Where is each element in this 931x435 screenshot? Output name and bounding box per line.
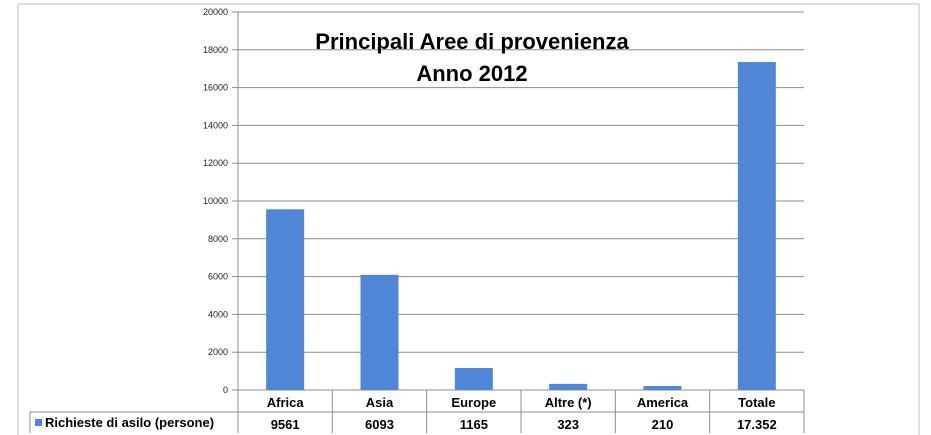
y-tick-label: 10000 xyxy=(203,196,228,206)
category-label: Asia xyxy=(366,395,394,410)
category-label: Totale xyxy=(738,395,775,410)
data-label: 1165 xyxy=(460,417,488,432)
category-label: Africa xyxy=(267,395,305,410)
bar xyxy=(549,383,588,390)
chart-title: Principali Aree di provenienza xyxy=(315,29,629,54)
category-label: Altre (*) xyxy=(545,395,592,410)
y-tick-label: 0 xyxy=(223,385,228,395)
bar xyxy=(454,367,493,390)
bar xyxy=(737,62,776,390)
y-tick-label: 20000 xyxy=(203,7,228,17)
category-label: Europe xyxy=(451,395,496,410)
data-label: 210 xyxy=(652,417,674,432)
y-axis-ticks: 0 2000 4000 6000 8000 10000 12000 14000 16000 180… xyxy=(203,7,228,395)
y-tick-label: 12000 xyxy=(203,158,228,168)
data-label: 6093 xyxy=(365,417,394,432)
y-tick-label: 16000 xyxy=(203,83,228,93)
bar xyxy=(266,209,305,390)
y-tick-label: 6000 xyxy=(208,272,228,282)
data-label: 9561 xyxy=(271,417,300,432)
y-tick-label: 2000 xyxy=(208,347,228,357)
legend-label: Richieste di asilo (persone) xyxy=(45,415,214,430)
legend-swatch xyxy=(35,419,42,426)
bars xyxy=(266,62,776,390)
category-label: America xyxy=(637,395,689,410)
bar xyxy=(360,274,399,390)
chart-subtitle: Anno 2012 xyxy=(416,61,527,86)
data-label: 323 xyxy=(557,417,579,432)
gridlines xyxy=(232,11,804,433)
data-label: 17.352 xyxy=(737,417,777,432)
y-tick-label: 14000 xyxy=(203,120,228,130)
y-tick-label: 18000 xyxy=(203,45,228,55)
y-tick-label: 8000 xyxy=(208,234,228,244)
data-table: Africa 9561 Asia 6093 Europe 1165 Altre (*) 323… xyxy=(29,390,805,433)
bar xyxy=(643,386,682,390)
y-tick-label: 4000 xyxy=(208,309,228,319)
